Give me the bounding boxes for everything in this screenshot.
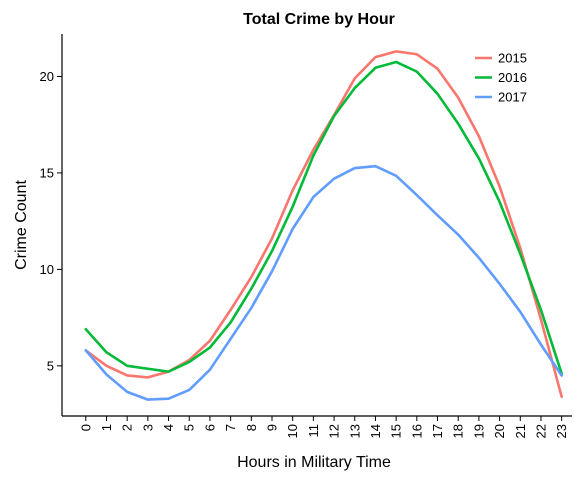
x-tick-label: 8 <box>244 424 259 431</box>
legend-label-2015: 2015 <box>498 51 527 66</box>
y-tick-label: 20 <box>40 69 54 84</box>
x-tick-label: 19 <box>471 424 486 438</box>
x-tick-label: 1 <box>99 424 114 431</box>
x-tick-label: 0 <box>78 424 93 431</box>
x-tick-label: 7 <box>223 424 238 431</box>
x-tick-label: 21 <box>513 424 528 438</box>
x-tick-label: 15 <box>389 424 404 438</box>
series-lines <box>84 50 563 401</box>
x-tick-label: 18 <box>451 424 466 438</box>
x-tick-label: 13 <box>347 424 362 438</box>
y-tick-label: 10 <box>40 262 54 277</box>
x-tick-label: 20 <box>492 424 507 438</box>
x-tick-label: 3 <box>140 424 155 431</box>
x-tick-label: 10 <box>285 424 300 438</box>
x-tick-label: 9 <box>265 424 280 431</box>
x-tick-label: 17 <box>430 424 445 438</box>
y-tick-label: 15 <box>40 165 54 180</box>
x-tick-label: 12 <box>327 424 342 438</box>
x-tick-label: 5 <box>182 424 197 431</box>
x-tick-label: 11 <box>306 424 321 438</box>
x-tick-label: 22 <box>533 424 548 438</box>
legend-label-2017: 2017 <box>498 90 527 105</box>
x-axis-label: Hours in Military Time <box>237 454 391 471</box>
chart-title: Total Crime by Hour <box>243 11 395 28</box>
x-tick-label: 2 <box>120 424 135 431</box>
x-tick-label: 6 <box>202 424 217 431</box>
x-axis: 0 1 2 3 4 5 6 7 8 9 10 11 12 13 14 15 16 17 18 19 20 21 22 23 <box>62 415 572 438</box>
x-tick-label: 4 <box>161 424 176 431</box>
legend-label-2016: 2016 <box>498 70 527 85</box>
x-tick-label: 23 <box>554 424 569 438</box>
y-axis: 5 10 15 20 <box>40 34 63 416</box>
series-line-2017 <box>84 164 563 401</box>
y-tick-label: 5 <box>47 358 54 373</box>
series-line-2015 <box>84 50 563 399</box>
x-tick-label: 14 <box>368 424 383 438</box>
legend: 2015 2016 2017 <box>475 51 527 105</box>
y-axis-label: Crime Count <box>13 180 30 270</box>
series-line-2016 <box>84 60 563 375</box>
x-tick-label: 16 <box>409 424 424 438</box>
